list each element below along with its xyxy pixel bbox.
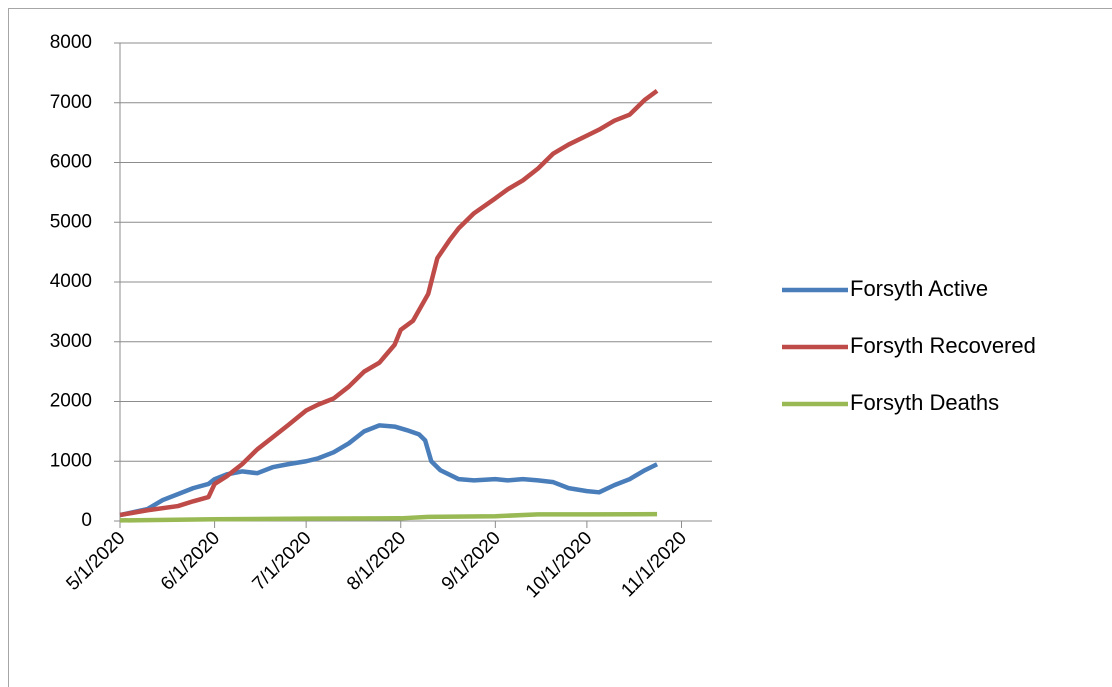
y-tick-label: 1000 (50, 450, 92, 471)
y-tick-label: 3000 (50, 331, 92, 352)
y-tick-label: 5000 (50, 211, 92, 232)
series-line (119, 88, 659, 518)
legend-label: Forsyth Active (850, 276, 988, 301)
legend-label: Forsyth Recovered (850, 333, 1036, 358)
y-tick-label: 4000 (50, 271, 92, 292)
y-tick-label: 2000 (50, 391, 92, 412)
chart-border (8, 8, 1112, 687)
series-line (119, 511, 658, 523)
legend-label: Forsyth Deaths (850, 390, 999, 415)
series-line (119, 423, 659, 518)
y-tick-label: 6000 (50, 152, 92, 173)
y-tick-label: 8000 (50, 32, 92, 53)
y-tick-label: 0 (81, 510, 92, 531)
y-tick-label: 7000 (50, 92, 92, 113)
